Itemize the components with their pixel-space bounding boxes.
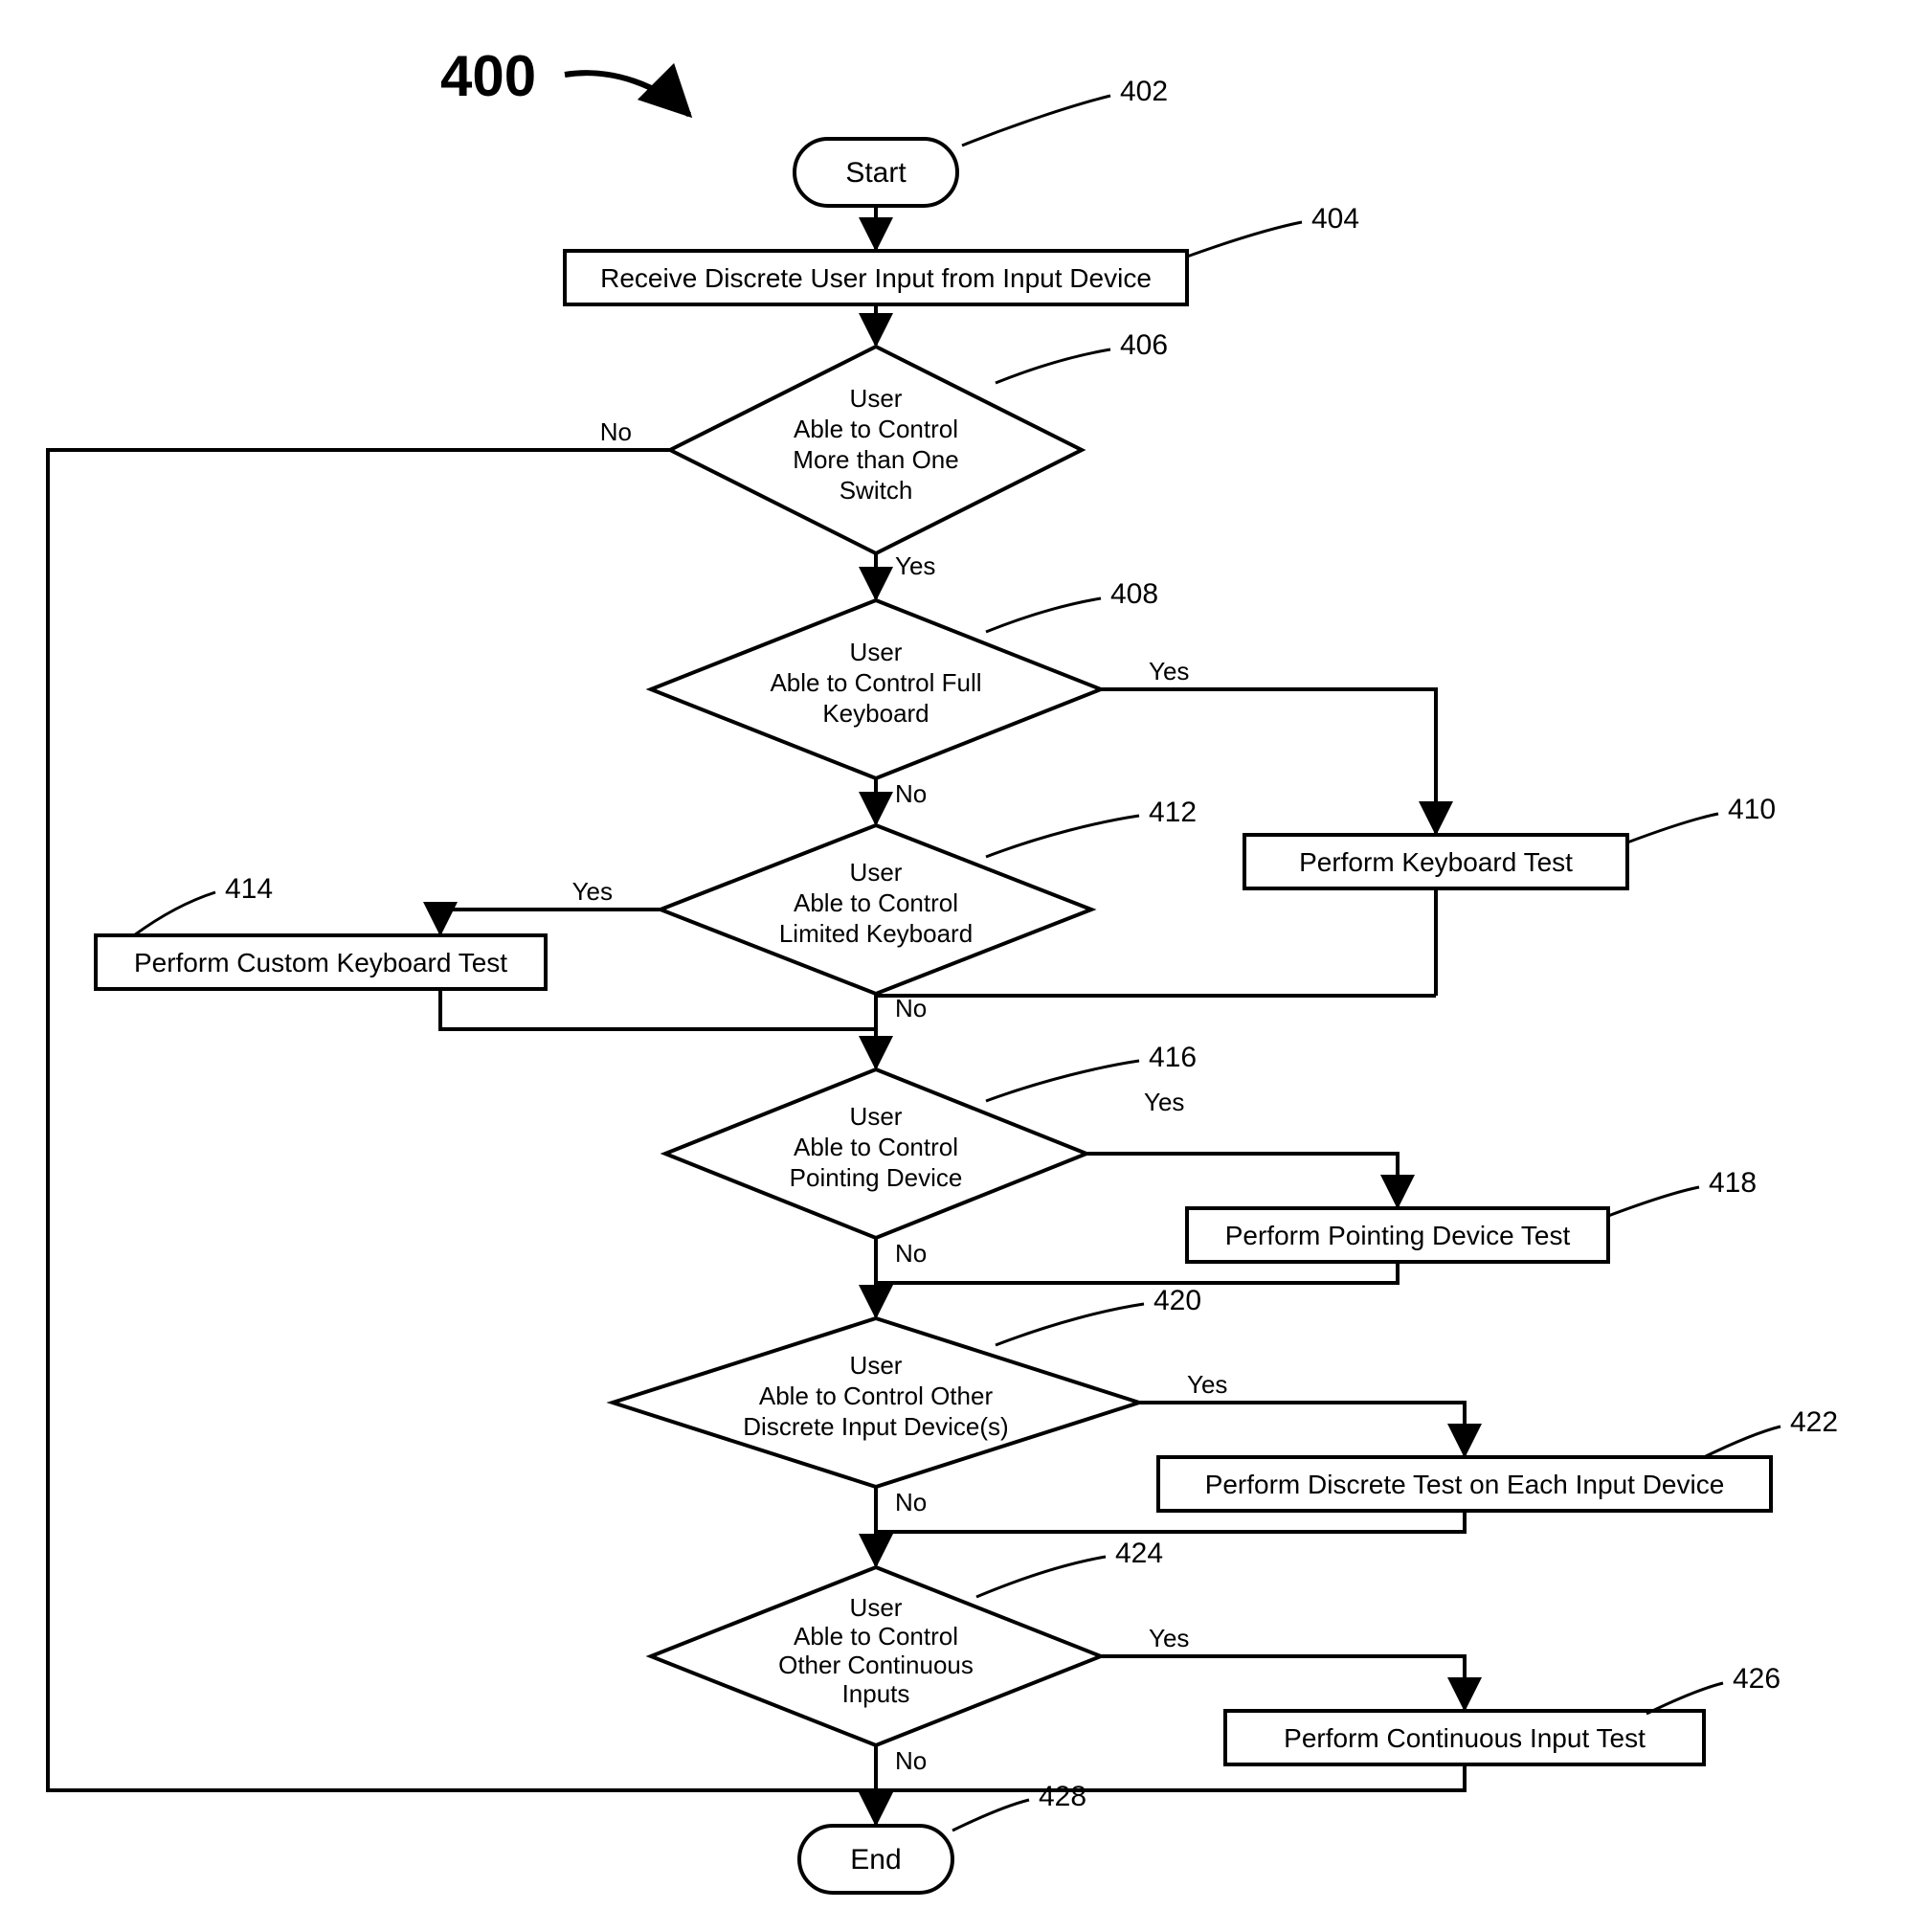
svg-text:Able to Control Full: Able to Control Full	[770, 668, 981, 697]
ref-402: 402	[1120, 76, 1168, 107]
node-b426: Perform Continuous Input Test	[1225, 1711, 1704, 1764]
node-d412: User Able to Control Limited Keyboard	[661, 825, 1091, 994]
ref-412: 412	[1149, 797, 1197, 828]
node-b414: Perform Custom Keyboard Test	[96, 935, 546, 989]
ref-leader-416	[986, 1061, 1139, 1101]
svg-text:Able to Control: Able to Control	[794, 415, 958, 443]
ref-leader-422	[1704, 1427, 1780, 1457]
edge-d416-b418	[1086, 1154, 1398, 1206]
edge-b422-merge	[876, 1511, 1465, 1532]
ref-leader-402	[962, 96, 1110, 146]
node-b410: Perform Keyboard Test	[1244, 835, 1627, 888]
edge-d416-no-label: No	[895, 1239, 927, 1268]
svg-text:Keyboard: Keyboard	[822, 699, 929, 728]
ref-leader-418	[1608, 1187, 1699, 1216]
svg-text:User: User	[850, 638, 903, 666]
svg-text:Limited Keyboard: Limited Keyboard	[779, 919, 973, 948]
b418-label: Perform Pointing Device Test	[1225, 1221, 1571, 1250]
node-b422: Perform Discrete Test on Each Input Devi…	[1158, 1457, 1771, 1511]
figure-label-arrow	[565, 73, 689, 115]
edge-d424-yes-label: Yes	[1149, 1624, 1189, 1652]
ref-leader-428	[952, 1800, 1029, 1831]
svg-text:Able to Control: Able to Control	[794, 1622, 958, 1651]
ref-428: 428	[1039, 1781, 1086, 1812]
ref-406: 406	[1120, 329, 1168, 361]
ref-404: 404	[1311, 203, 1359, 235]
figure-label: 400	[440, 44, 536, 108]
svg-text:User: User	[850, 1593, 903, 1622]
edge-d412-yes-label: Yes	[572, 877, 613, 906]
edge-d408-yes-label: Yes	[1149, 657, 1189, 685]
edge-d424-b426	[1101, 1656, 1465, 1709]
node-start: Start	[795, 139, 957, 206]
edge-d420-yes-label: Yes	[1187, 1370, 1227, 1399]
edge-d412-no-label: No	[895, 994, 927, 1022]
ref-leader-406	[996, 349, 1110, 383]
edge-b418-merge	[876, 1262, 1398, 1283]
ref-424: 424	[1115, 1538, 1163, 1569]
edge-d408-no-label: No	[895, 779, 927, 808]
edge-d420-no-label: No	[895, 1488, 927, 1516]
svg-text:Able to Control Other: Able to Control Other	[759, 1382, 994, 1410]
ref-418: 418	[1709, 1167, 1757, 1199]
ref-leader-420	[996, 1304, 1144, 1345]
node-end: End	[799, 1826, 952, 1893]
svg-text:User: User	[850, 1102, 903, 1131]
node-b418: Perform Pointing Device Test	[1187, 1208, 1608, 1262]
flowchart-canvas: 400 Start 402 Receive Discrete User Inpu…	[0, 0, 1926, 1932]
svg-text:More than One: More than One	[793, 445, 958, 474]
ref-leader-404	[1187, 222, 1302, 257]
svg-text:User: User	[850, 1351, 903, 1380]
svg-text:User: User	[850, 858, 903, 887]
svg-text:Able to Control: Able to Control	[794, 888, 958, 917]
svg-text:Able to Control: Able to Control	[794, 1133, 958, 1161]
node-d408: User Able to Control Full Keyboard	[651, 600, 1101, 778]
svg-text:Discrete Input Device(s): Discrete Input Device(s)	[743, 1412, 1008, 1441]
edge-d424-no-label: No	[895, 1746, 927, 1775]
node-d424: User Able to Control Other Continuous In…	[651, 1567, 1101, 1745]
b414-label: Perform Custom Keyboard Test	[134, 948, 507, 977]
ref-420: 420	[1153, 1285, 1201, 1316]
b426-label: Perform Continuous Input Test	[1284, 1723, 1646, 1753]
ref-leader-408	[986, 598, 1101, 632]
ref-leader-412	[986, 816, 1139, 857]
edge-d406-yes-label: Yes	[895, 551, 935, 580]
node-d420: User Able to Control Other Discrete Inpu…	[613, 1318, 1139, 1487]
end-label: End	[850, 1844, 901, 1876]
edge-d412-b414	[440, 910, 661, 933]
ref-408: 408	[1110, 578, 1158, 610]
svg-text:Switch: Switch	[840, 476, 913, 505]
node-d416: User Able to Control Pointing Device	[665, 1069, 1086, 1238]
node-receive: Receive Discrete User Input from Input D…	[565, 251, 1187, 304]
svg-text:User: User	[850, 384, 903, 413]
b422-label: Perform Discrete Test on Each Input Devi…	[1205, 1470, 1725, 1499]
ref-leader-410	[1627, 814, 1718, 842]
node-d406: User Able to Control More than One Switc…	[670, 347, 1082, 553]
receive-label: Receive Discrete User Input from Input D…	[600, 263, 1152, 293]
ref-414: 414	[225, 873, 273, 905]
svg-text:Inputs: Inputs	[842, 1679, 910, 1708]
edge-b426-merge	[876, 1764, 1465, 1790]
ref-426: 426	[1733, 1663, 1780, 1695]
start-label: Start	[845, 157, 907, 189]
svg-text:Other Continuous: Other Continuous	[778, 1651, 974, 1679]
b410-label: Perform Keyboard Test	[1299, 847, 1573, 877]
edge-d406-no-label: No	[600, 417, 632, 446]
edge-d420-b422	[1139, 1403, 1465, 1455]
ref-410: 410	[1728, 794, 1776, 825]
ref-416: 416	[1149, 1042, 1197, 1073]
ref-422: 422	[1790, 1406, 1838, 1438]
svg-text:Pointing Device: Pointing Device	[790, 1163, 963, 1192]
edge-d416-yes-label: Yes	[1144, 1088, 1184, 1116]
ref-leader-414	[134, 892, 215, 935]
ref-leader-424	[976, 1557, 1106, 1597]
edge-b414-merge	[440, 989, 876, 1029]
